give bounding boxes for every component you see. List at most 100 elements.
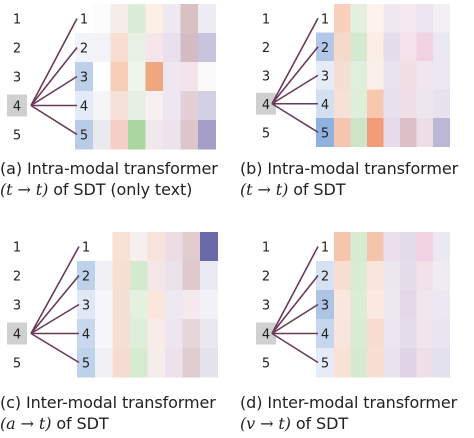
attention-line	[30, 18, 78, 106]
attention-cell	[334, 290, 351, 320]
attention-cell	[416, 118, 434, 147]
row-label-box	[316, 61, 334, 90]
attention-cell	[93, 62, 111, 92]
attention-cell	[200, 290, 218, 320]
attention-cell	[334, 348, 351, 378]
attention-cell	[180, 62, 199, 92]
attention-cell	[350, 348, 368, 378]
attention-cell	[182, 348, 201, 378]
panel-b-caption-rest: of SDT	[288, 180, 346, 199]
row-label-box	[75, 120, 93, 150]
attention-cell	[350, 4, 368, 33]
left-token-label: 3	[13, 71, 21, 86]
attention-cell	[383, 319, 401, 349]
attention-cell	[383, 32, 401, 62]
left-token-label: 1	[13, 241, 21, 256]
panel-a-caption-line1: (a) Intra-modal transformer	[0, 159, 218, 178]
attention-cell	[130, 319, 148, 349]
attention-line	[271, 74, 319, 105]
attention-cell	[128, 120, 146, 150]
attention-cell	[383, 290, 401, 320]
attention-cell	[182, 232, 201, 262]
row-label-box	[75, 91, 93, 121]
panel-c: 1 2 3 4 5 1 2 3 4 5 (c) Inter-modal transformer (…	[0, 222, 237, 438]
highlight-box	[7, 322, 27, 345]
attention-cell	[416, 319, 434, 349]
row-token-label: 3	[321, 69, 329, 84]
panel-c-caption: (c) Inter-modal transformer (a → t) of S…	[0, 392, 216, 434]
attention-cell	[128, 62, 146, 92]
row-token-label: 3	[82, 299, 90, 314]
attention-cell	[367, 232, 384, 262]
left-token-label: 5	[13, 129, 21, 144]
attention-cell	[416, 61, 434, 90]
attention-cell	[400, 32, 417, 62]
attention-cell	[112, 261, 131, 291]
attention-cell	[433, 290, 450, 320]
panel-c-caption-line1: (c) Inter-modal transformer	[0, 393, 216, 412]
attention-line	[30, 75, 78, 107]
attention-cell	[350, 61, 368, 90]
row-token-label: 5	[82, 357, 90, 372]
row-token-label: 4	[80, 100, 88, 115]
left-token-label: 4	[262, 328, 270, 343]
row-label-box	[75, 4, 93, 34]
attention-cell	[416, 290, 434, 320]
attention-cell	[147, 319, 166, 349]
attention-cell	[145, 33, 164, 63]
attention-cell	[163, 91, 181, 121]
attention-cell	[110, 91, 129, 121]
row-token-label: 1	[321, 241, 329, 256]
panel-b: 1 2 3 4 5 1 2 3 4 5 (b) Intra-modal transformer (…	[240, 0, 474, 215]
left-token-label: 2	[262, 41, 270, 56]
left-token-label: 3	[13, 299, 21, 314]
row-label-box	[77, 290, 95, 320]
attention-cell	[112, 290, 131, 320]
attention-cell	[180, 4, 199, 34]
attention-cell	[416, 232, 434, 262]
row-label-box	[77, 232, 95, 262]
attention-cell	[130, 232, 148, 262]
row-token-label: 5	[321, 126, 329, 141]
panel-d-caption-rest: of SDT	[290, 414, 348, 433]
attention-cell	[198, 91, 216, 121]
attention-line	[30, 47, 78, 106]
attention-cell	[198, 62, 216, 92]
attention-cell	[383, 89, 401, 119]
attention-cell	[383, 4, 401, 33]
row-token-label: 2	[321, 41, 329, 56]
attention-line	[271, 332, 319, 364]
row-label-box	[316, 232, 334, 262]
left-token-label: 3	[262, 69, 270, 84]
attention-cell	[93, 33, 111, 63]
left-token-label: 5	[262, 126, 270, 141]
attention-cell	[112, 232, 131, 262]
attention-cell	[334, 32, 351, 62]
left-token-label: 4	[13, 328, 21, 343]
attention-cell	[400, 4, 417, 33]
row-token-label: 4	[82, 328, 90, 343]
attention-cell	[95, 348, 113, 378]
highlight-box	[256, 322, 276, 345]
attention-cell	[95, 319, 113, 349]
attention-cell	[433, 348, 450, 378]
attention-cell	[182, 290, 201, 320]
attention-cell	[165, 290, 183, 320]
attention-cell	[334, 232, 351, 262]
attention-cell	[165, 261, 183, 291]
attention-cell	[112, 319, 131, 349]
row-label-box	[316, 32, 334, 62]
attention-cell	[350, 261, 368, 291]
attention-cell	[400, 319, 417, 349]
attention-cell	[128, 4, 146, 34]
row-label-box	[75, 62, 93, 92]
row-token-label: 2	[82, 270, 90, 285]
attention-cell	[383, 61, 401, 90]
panel-b-caption: (b) Intra-modal transformer (t → t) of S…	[240, 158, 458, 200]
attention-line	[271, 246, 319, 334]
attention-cell	[367, 32, 384, 62]
attention-cell	[416, 4, 434, 33]
attention-cell	[200, 232, 218, 262]
panel-d: 1 2 3 4 5 1 2 3 4 5 (d) Inter-modal transformer (…	[240, 222, 474, 438]
attention-cell	[367, 61, 384, 90]
